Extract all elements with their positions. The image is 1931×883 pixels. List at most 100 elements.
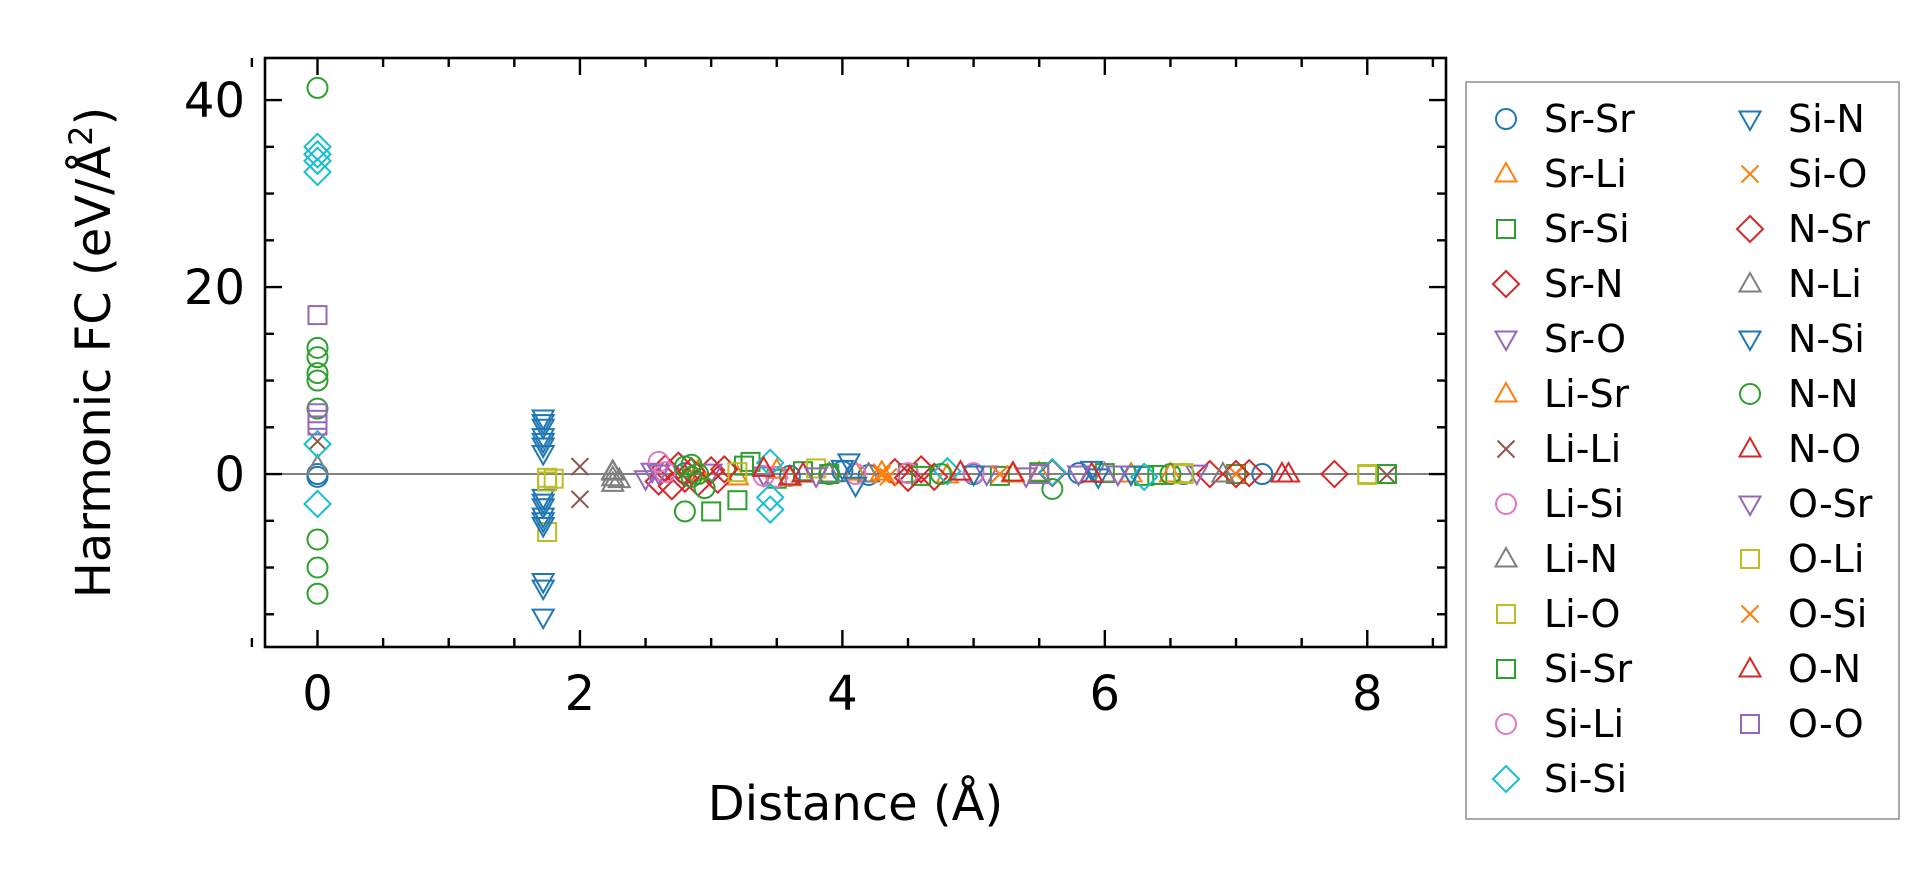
point-si-n-10: [530, 579, 556, 602]
legend-label-sr-n: Sr-N: [1544, 262, 1623, 306]
point-si-si-9: [932, 456, 962, 486]
point-si-si-6: [755, 482, 785, 512]
point-sr-o-1: [639, 462, 665, 485]
point-li-si-3: [896, 462, 919, 485]
point-li-o-2: [543, 468, 564, 489]
point-n-si-3: [530, 512, 556, 534]
legend-label-li-li: Li-Li: [1544, 427, 1621, 471]
legend-label-o-sr: O-Sr: [1788, 482, 1873, 526]
legend-marker-o-n: [1737, 655, 1763, 678]
data-points: [303, 76, 1397, 631]
legend-label-sr-o: Sr-O: [1544, 317, 1626, 361]
legend: Sr-Sr Sr-Li Sr-Si Sr-N Sr-O Li-Sr Li-Li Li-Si Li…: [1491, 97, 1873, 801]
point-n-n-16: [929, 463, 952, 486]
point-n-li-0: [600, 459, 625, 481]
point-o-sr-2: [1066, 465, 1091, 488]
axis-ticks: [250, 58, 1446, 647]
point-o-n-2: [1269, 461, 1295, 483]
legend-box: [1465, 81, 1900, 820]
legend-marker-sr-n: [1491, 269, 1521, 299]
point-o-li-3: [1357, 464, 1378, 485]
x-tick-label: 8: [1352, 666, 1383, 722]
legend-marker-o-si: [1740, 604, 1760, 624]
point-li-n-3: [600, 470, 625, 492]
point-n-n-8: [306, 582, 329, 605]
point-li-si-1: [654, 461, 677, 484]
point-si-si-10: [1037, 457, 1067, 487]
legend-marker-o-o: [1740, 714, 1760, 734]
legend-marker-si-li: [1495, 713, 1517, 735]
legend-label-li-si: Li-Si: [1544, 482, 1624, 526]
point-n-n-3: [306, 362, 329, 385]
legend-label-si-n: Si-N: [1788, 97, 1865, 141]
point-o-li-1: [727, 462, 748, 483]
legend-label-si-si: Si-Si: [1544, 757, 1627, 801]
legend-marker-li-n: [1493, 545, 1519, 568]
point-si-n-12: [836, 453, 862, 475]
point-o-o-0: [307, 305, 328, 326]
legend-label-li-n: Li-N: [1544, 537, 1618, 581]
point-li-n-0: [305, 453, 330, 476]
legend-marker-li-si: [1495, 493, 1517, 515]
point-o-o-3: [307, 415, 328, 436]
point-sr-n-9: [919, 462, 949, 492]
legend-label-si-o: Si-O: [1788, 152, 1867, 196]
plot-frame: [263, 56, 1448, 649]
point-si-si-5: [303, 489, 332, 519]
legend-label-o-si: O-Si: [1788, 592, 1867, 636]
point-sr-si-0: [701, 501, 722, 522]
legend-label-o-li: O-Li: [1788, 537, 1864, 581]
point-si-n-9: [530, 573, 556, 595]
y-axis-label-main: Harmonic FC (eV/Å: [65, 146, 122, 599]
legend-label-sr-si: Sr-Si: [1544, 207, 1630, 251]
point-n-n-15: [818, 463, 841, 486]
y-axis-label-superscript: 2: [62, 125, 100, 145]
legend-label-sr-sr: Sr-Sr: [1544, 97, 1635, 141]
point-li-li-1: [570, 457, 590, 476]
point-n-sr-0: [677, 456, 706, 486]
x-tick-label: 4: [827, 666, 858, 722]
point-o-sr-3: [1105, 465, 1131, 488]
point-si-n-3: [530, 437, 556, 460]
legend-label-n-sr: N-Sr: [1788, 207, 1870, 251]
point-li-li-2: [570, 490, 590, 509]
point-o-n-0: [777, 463, 803, 486]
point-si-si-11: [1129, 462, 1159, 492]
legend-marker-n-si: [1737, 330, 1763, 353]
legend-marker-si-si: [1491, 764, 1521, 794]
point-n-n-2: [306, 346, 329, 369]
point-n-n-17: [1041, 477, 1064, 500]
legend-marker-o-sr: [1737, 495, 1763, 518]
x-tick-label: 6: [1090, 666, 1121, 722]
point-li-n-5: [856, 461, 881, 483]
point-li-li-5: [1377, 465, 1397, 485]
point-sr-n-6: [703, 465, 733, 495]
y-tick-label: 40: [184, 73, 245, 129]
legend-marker-n-sr: [1735, 214, 1765, 244]
point-o-o-4: [1029, 464, 1050, 485]
point-o-sr-0: [646, 464, 671, 487]
legend-marker-li-o: [1496, 604, 1516, 624]
point-n-n-0: [306, 76, 329, 99]
point-si-si-7: [755, 495, 785, 524]
point-o-n-1: [1000, 460, 1026, 482]
point-n-si-4: [830, 459, 855, 482]
point-n-n-9: [673, 500, 696, 523]
legend-marker-n-n: [1739, 383, 1761, 405]
point-n-n-7: [306, 556, 329, 579]
legend-label-n-si: N-Si: [1788, 317, 1865, 361]
point-o-li-2: [1173, 464, 1194, 485]
point-n-sr-3: [893, 463, 923, 493]
point-sr-o-4: [974, 465, 999, 488]
point-si-si-4: [303, 429, 332, 459]
point-sr-si-8: [1147, 464, 1168, 485]
legend-marker-sr-sr: [1495, 108, 1517, 130]
point-n-n-4: [306, 369, 329, 392]
point-sr-o-7: [1184, 464, 1209, 487]
point-li-sr-4: [1158, 461, 1183, 483]
point-si-o-1: [879, 467, 898, 487]
point-o-li-0: [537, 471, 558, 492]
point-si-n-13: [843, 476, 868, 499]
point-n-sr-2: [709, 454, 739, 484]
